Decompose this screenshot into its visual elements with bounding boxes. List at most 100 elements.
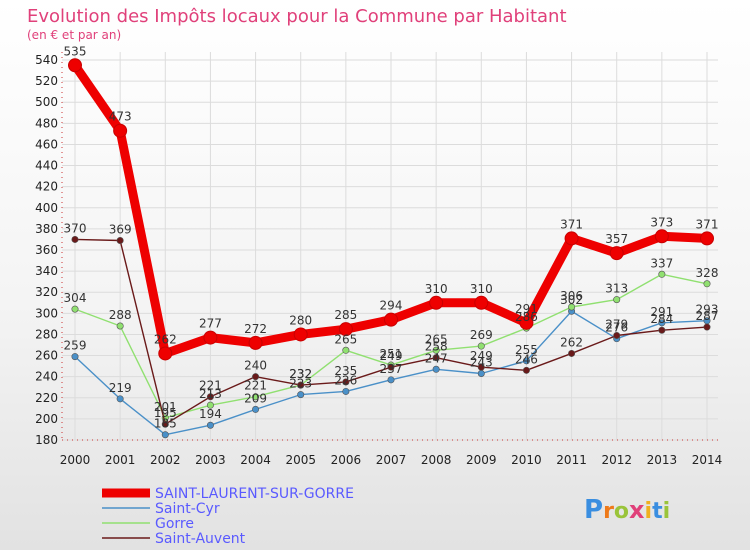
data-point — [477, 369, 485, 377]
y-tick-label: 480 — [35, 116, 58, 130]
y-tick-label: 300 — [35, 306, 58, 320]
y-tick-label: 460 — [35, 137, 58, 151]
y-tick-label: 240 — [35, 370, 58, 384]
data-label: 247 — [425, 351, 448, 365]
data-label: 246 — [515, 352, 538, 366]
data-label: 232 — [289, 367, 312, 381]
chart-title: Evolution des Impôts locaux pour la Comm… — [27, 6, 567, 27]
y-tick-label: 440 — [35, 159, 58, 173]
data-point — [116, 395, 124, 403]
data-label: 337 — [650, 256, 673, 270]
data-point — [429, 295, 444, 310]
series-layer — [68, 58, 714, 439]
x-tick-label: 2004 — [240, 453, 271, 467]
chart-subtitle: (en € et par an) — [27, 28, 121, 42]
data-label: 269 — [470, 328, 493, 342]
data-label: 313 — [605, 282, 628, 296]
logo-letter: o — [614, 499, 629, 524]
data-label: 370 — [64, 221, 87, 235]
data-label: 291 — [650, 305, 673, 319]
legend-label: Saint-Auvent — [155, 531, 246, 547]
logo-letter: i — [645, 499, 653, 524]
legend: SAINT-LAURENT-SUR-GORRESaint-CyrGorreSai… — [102, 486, 354, 547]
data-label: 194 — [199, 407, 222, 421]
data-point — [71, 305, 79, 313]
data-label: 185 — [154, 417, 177, 431]
data-label: 373 — [650, 215, 673, 229]
data-point — [522, 357, 530, 365]
data-point — [342, 378, 350, 386]
y-tick-label: 280 — [35, 327, 58, 341]
logo-letter: x — [629, 496, 645, 524]
data-label: 258 — [425, 340, 448, 354]
x-tick-label: 2007 — [376, 453, 407, 467]
data-point — [519, 315, 534, 330]
y-tick-label: 380 — [35, 222, 58, 236]
title-group: Evolution des Impôts locaux pour la Comm… — [27, 6, 567, 42]
data-point — [613, 296, 621, 304]
data-point — [297, 381, 305, 389]
y-tick-label: 500 — [35, 95, 58, 109]
data-point — [609, 246, 624, 261]
data-point — [338, 322, 353, 337]
data-label: 232 — [289, 367, 312, 381]
data-point — [342, 346, 350, 354]
data-point — [248, 335, 263, 350]
data-point — [203, 330, 218, 345]
data-label: 276 — [605, 321, 628, 335]
data-label: 279 — [605, 318, 628, 332]
data-point — [568, 349, 576, 357]
data-label: 371 — [560, 217, 583, 231]
data-point — [658, 270, 666, 278]
logo-letter: i — [663, 499, 671, 524]
data-point — [116, 237, 124, 245]
data-label: 219 — [109, 381, 132, 395]
data-label: 357 — [605, 232, 628, 246]
data-point — [252, 393, 260, 401]
data-label: 310 — [470, 282, 493, 296]
data-point — [71, 353, 79, 361]
data-point — [568, 303, 576, 311]
x-tick-label: 2001 — [105, 453, 136, 467]
data-point — [206, 393, 214, 401]
data-label: 213 — [199, 387, 222, 401]
proxiti-logo: Proxiti — [584, 495, 670, 525]
x-tick-label: 2006 — [331, 453, 362, 467]
y-tick-label: 540 — [35, 53, 58, 67]
y-tick-label: 340 — [35, 264, 58, 278]
data-point — [293, 327, 308, 342]
data-label: 369 — [109, 223, 132, 237]
data-label: 294 — [380, 299, 403, 313]
x-tick-label: 2013 — [647, 453, 678, 467]
data-label: 277 — [199, 317, 222, 331]
data-label: 262 — [560, 335, 583, 349]
data-label: 284 — [650, 312, 673, 326]
x-tick-label: 2005 — [285, 453, 316, 467]
data-point — [474, 295, 489, 310]
y-tick-label: 220 — [35, 391, 58, 405]
data-label: 328 — [696, 266, 719, 280]
data-point — [384, 312, 398, 327]
data-label: 288 — [109, 308, 132, 322]
data-point — [477, 342, 485, 350]
data-label: 285 — [334, 308, 357, 322]
data-label: 201 — [154, 400, 177, 414]
data-label: 272 — [244, 322, 267, 336]
data-label: 265 — [334, 332, 357, 346]
x-tick-label: 2014 — [692, 453, 723, 467]
data-point — [116, 322, 124, 330]
data-point — [703, 323, 711, 331]
logo-letter: P — [584, 495, 603, 525]
data-label: 293 — [696, 303, 719, 317]
data-label: 237 — [380, 362, 403, 376]
y-tick-label: 260 — [35, 349, 58, 363]
data-label: 249 — [470, 349, 493, 363]
data-label: 251 — [380, 347, 403, 361]
y-tick-label: 520 — [35, 74, 58, 88]
x-tick-label: 2012 — [601, 453, 632, 467]
data-label: 259 — [64, 339, 87, 353]
y-tick-label: 180 — [35, 433, 58, 447]
data-point — [252, 405, 260, 413]
logo-text: Proxiti — [584, 495, 670, 525]
